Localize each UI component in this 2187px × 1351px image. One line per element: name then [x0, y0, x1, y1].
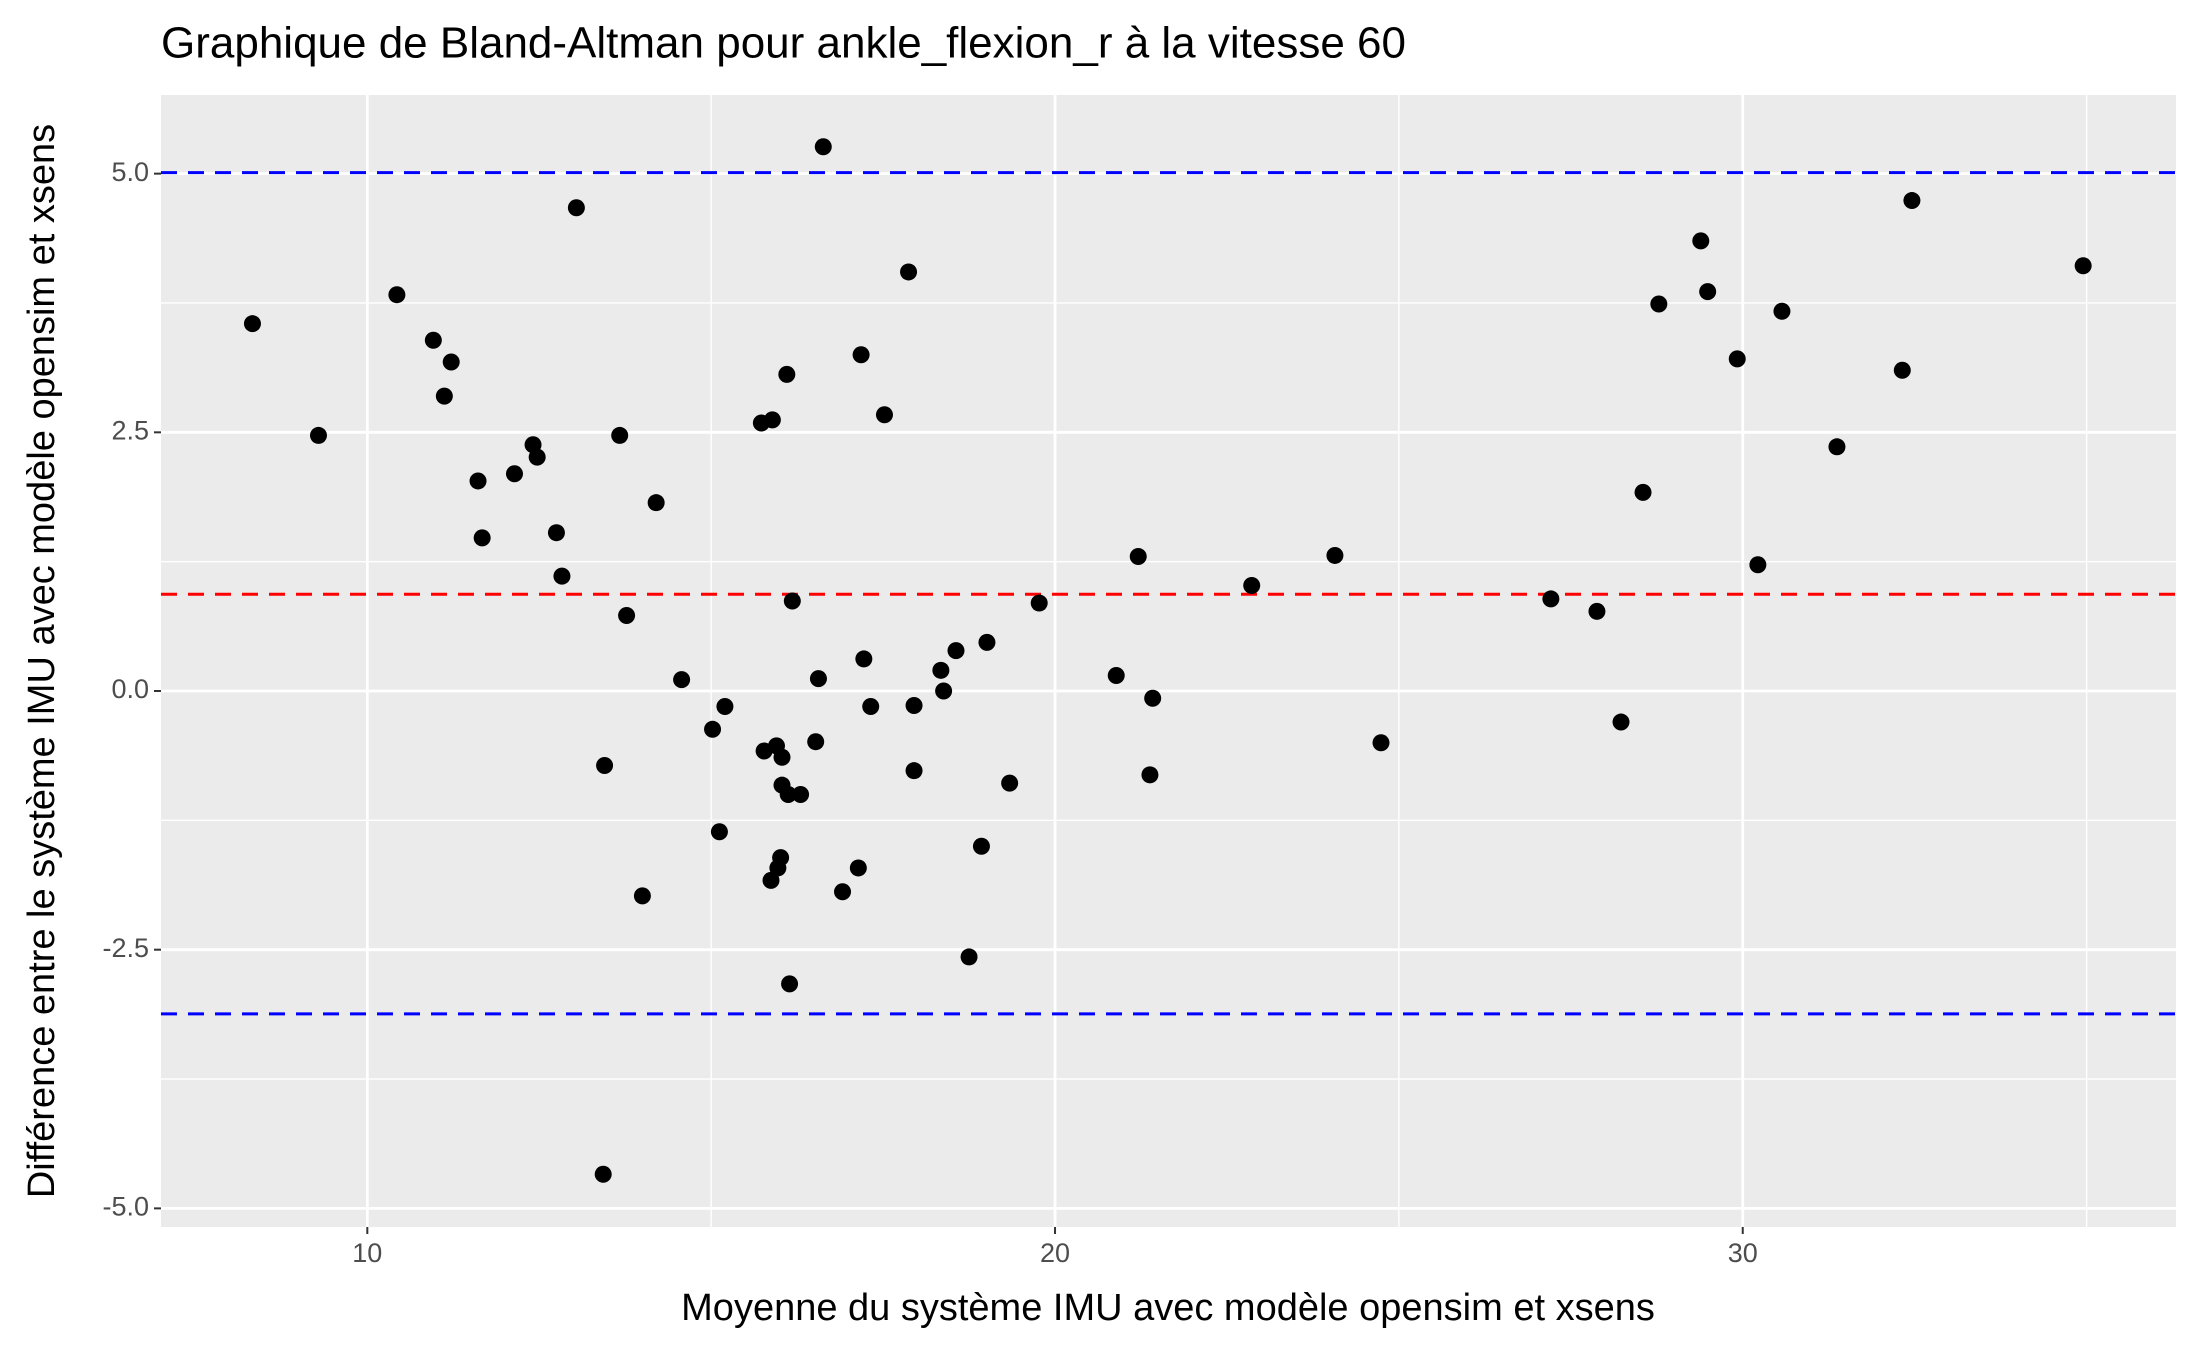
point	[1030, 594, 1048, 612]
point	[442, 353, 460, 371]
point	[469, 472, 487, 490]
point	[763, 411, 781, 429]
y-tick-label: 5.0	[111, 157, 149, 187]
point	[905, 696, 923, 714]
point	[1001, 774, 1019, 792]
point	[978, 633, 996, 651]
point	[424, 331, 442, 349]
point	[1893, 361, 1911, 379]
point	[1372, 734, 1390, 752]
point	[710, 823, 728, 841]
point	[309, 426, 327, 444]
point	[2074, 257, 2092, 275]
point	[473, 529, 491, 547]
panel	[161, 95, 2176, 1227]
point	[1542, 590, 1560, 608]
point	[1773, 302, 1791, 320]
point	[1903, 192, 1921, 210]
point	[935, 682, 953, 700]
point	[769, 859, 787, 877]
point	[633, 887, 651, 905]
y-tick-label: -2.5	[102, 933, 149, 963]
point	[809, 670, 827, 688]
point	[596, 757, 614, 775]
point	[875, 406, 893, 424]
point	[807, 733, 825, 751]
point	[905, 762, 923, 780]
y-axis-label: Différence entre le système IMU avec mod…	[21, 124, 63, 1198]
point	[1828, 438, 1846, 456]
point	[852, 346, 870, 364]
point	[647, 494, 665, 512]
point	[1107, 666, 1125, 684]
point	[1144, 689, 1162, 707]
y-tick-label: -5.0	[102, 1191, 149, 1221]
point	[547, 524, 565, 542]
point	[1326, 546, 1344, 564]
point	[773, 748, 791, 766]
point	[388, 286, 406, 304]
point	[783, 592, 801, 610]
point	[1749, 556, 1767, 574]
point	[618, 606, 636, 624]
point	[1650, 295, 1668, 313]
y-tick-label: 2.5	[111, 415, 149, 445]
x-tick-label: 20	[1040, 1238, 1070, 1268]
y-tick-label: 0.0	[111, 674, 149, 704]
point	[834, 883, 852, 901]
point	[947, 642, 965, 660]
point	[778, 365, 796, 383]
point	[594, 1165, 612, 1183]
point	[528, 448, 546, 466]
point	[972, 837, 990, 855]
x-tick-label: 30	[1728, 1238, 1758, 1268]
x-tick-label: 10	[352, 1238, 382, 1268]
point	[1692, 232, 1710, 250]
point	[1588, 602, 1606, 620]
grid	[161, 95, 2176, 1227]
point	[673, 671, 691, 689]
x-axis-label: Moyenne du système IMU avec modèle opens…	[681, 1287, 1655, 1329]
point	[704, 720, 722, 738]
point	[792, 785, 810, 803]
point	[611, 426, 629, 444]
chart-title: Graphique de Bland-Altman pour ankle_fle…	[161, 19, 1406, 68]
point	[1141, 766, 1159, 784]
point	[567, 199, 585, 217]
point	[716, 698, 734, 716]
point	[553, 567, 571, 585]
point	[1243, 576, 1261, 594]
point	[1634, 483, 1652, 501]
point	[932, 661, 950, 679]
point	[900, 263, 918, 281]
point	[960, 948, 978, 966]
point	[435, 387, 453, 405]
point	[1728, 350, 1746, 368]
point	[762, 871, 780, 889]
point	[1612, 713, 1630, 731]
point	[814, 138, 832, 156]
point	[862, 698, 880, 716]
point	[505, 465, 523, 483]
point	[1699, 283, 1717, 301]
point	[855, 650, 873, 668]
point	[781, 975, 799, 993]
point	[849, 859, 867, 877]
point	[243, 315, 261, 333]
point	[779, 785, 797, 803]
point	[1129, 547, 1147, 565]
